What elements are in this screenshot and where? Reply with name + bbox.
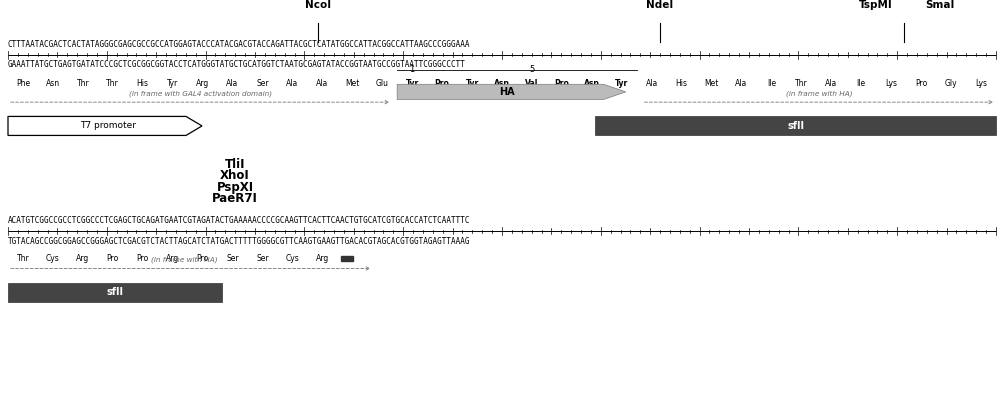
Text: 5: 5 [529,65,535,74]
Text: Pro: Pro [435,79,450,88]
Text: TspMI: TspMI [859,0,893,10]
Text: Ala: Ala [226,79,239,88]
Text: Tyr: Tyr [167,79,178,88]
Text: (in frame with HA): (in frame with HA) [151,257,218,263]
Text: GAAATTATGCTGAGTGATATCCCGCTCGCGGCGGTACCTCATGGGTATGCTGCATGGTCTAATGCGAGTATACCGGTAAT: GAAATTATGCTGAGTGATATCCCGCTCGCGGCGGTACCTC… [8,61,466,69]
Text: Pro: Pro [554,79,569,88]
Text: Asp: Asp [494,79,510,88]
Text: Tyr: Tyr [465,79,479,88]
Text: Asp: Asp [584,79,600,88]
Text: Phe: Phe [16,79,30,88]
Text: Arg: Arg [316,254,329,263]
FancyArrow shape [8,116,202,135]
Text: (in frame with GAL4 activation domain): (in frame with GAL4 activation domain) [129,90,272,97]
Text: Ala: Ala [646,79,658,88]
Text: Ile: Ile [767,79,776,88]
Text: SmaI: SmaI [925,0,955,10]
Text: Lys: Lys [885,79,897,88]
Text: Arg: Arg [76,254,89,263]
Text: Ala: Ala [286,79,299,88]
Text: His: His [676,79,688,88]
Text: Ala: Ala [735,79,748,88]
Text: CTTTAATACGACTCACTATAGGGCGAGCGCCGCCATGGAGTACCCATACGACGTACCAGATTACGCTCATATGGCCATTA: CTTTAATACGACTCACTATAGGGCGAGCGCCGCCATGGAG… [8,40,471,49]
Bar [595,116,996,135]
Text: Ser: Ser [226,254,239,263]
Text: sfII: sfII [787,121,804,131]
Text: Pro: Pro [137,254,149,263]
Text: Thr: Thr [76,79,89,88]
Text: T7 promoter: T7 promoter [80,122,136,130]
Text: TGTACAGCCGGCGGAGCCGGGAGCTCGACGTCTACTTAGCATCTATGACTTTTTGGGGCGTTCAAGTGAAGTTGACACGT: TGTACAGCCGGCGGAGCCGGGAGCTCGACGTCTACTTAGC… [8,237,471,246]
Text: Pro: Pro [196,254,209,263]
Text: PaeR7I: PaeR7I [212,192,258,205]
Text: PspXI: PspXI [216,181,254,194]
Text: Tyr: Tyr [406,79,419,88]
Bar [8,283,222,302]
Text: HA: HA [499,87,515,97]
Text: Thr: Thr [795,79,808,88]
Text: ACATGTCGGCCGCCTCGGCCCTCGAGCTGCAGATGAATCGTAGATACTGAAAAACCCCGCAAGTTCACTTCAACTGTGCA: ACATGTCGGCCGCCTCGGCCCTCGAGCTGCAGATGAATCG… [8,217,471,225]
Text: Gly: Gly [945,79,957,88]
Text: Cys: Cys [46,254,60,263]
Text: NcoI: NcoI [305,0,331,10]
Text: 1: 1 [410,65,415,74]
Text: Arg: Arg [166,254,179,263]
Text: Lys: Lys [975,79,987,88]
Text: Ser: Ser [256,254,269,263]
Text: Val: Val [525,79,539,88]
Text: (in frame with HA): (in frame with HA) [786,90,852,97]
Text: Tyr: Tyr [615,79,628,88]
Bar [341,256,353,261]
Text: Arg: Arg [196,79,209,88]
Text: Cys: Cys [286,254,299,263]
Text: Thr: Thr [106,79,119,88]
FancyArrow shape [397,84,626,99]
Text: Glu: Glu [376,79,389,88]
Text: Ala: Ala [316,79,328,88]
Text: Ile: Ile [857,79,866,88]
Text: NdeI: NdeI [646,0,674,10]
Text: His: His [137,79,149,88]
Text: Ser: Ser [256,79,269,88]
Text: Ala: Ala [825,79,837,88]
Text: XhoI: XhoI [220,169,250,183]
Text: Pro: Pro [915,79,927,88]
Text: Asn: Asn [46,79,60,88]
Text: Met: Met [704,79,719,88]
Text: Thr: Thr [17,254,29,263]
Text: sfII: sfII [106,287,124,297]
Text: TliI: TliI [225,158,245,171]
Text: Pro: Pro [107,254,119,263]
Text: Met: Met [345,79,359,88]
